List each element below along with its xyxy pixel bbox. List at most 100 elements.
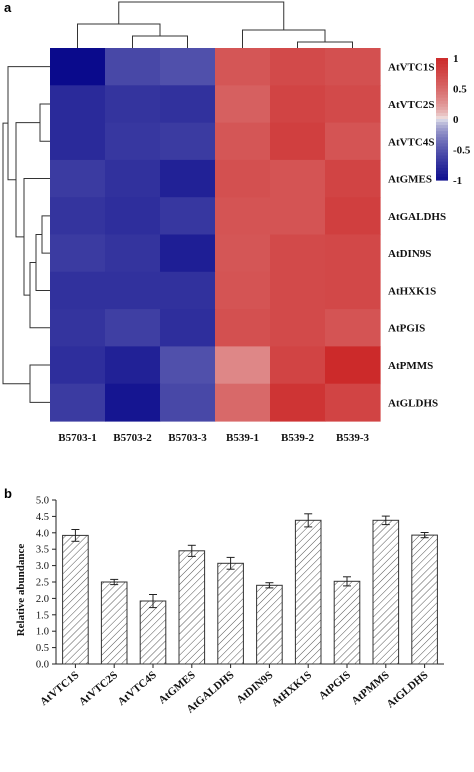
heatmap-cell	[325, 159, 381, 198]
heatmap-column-label: B539-2	[281, 432, 315, 444]
dendrogram-branch	[15, 122, 40, 238]
colorbar-segment	[436, 103, 448, 108]
colorbar-tick-label: 1	[453, 53, 459, 65]
dendrogram-branch	[41, 215, 50, 254]
colorbar-segment	[436, 61, 448, 65]
heatmap-cell	[215, 346, 271, 385]
heatmap-cell	[105, 85, 161, 124]
bar	[372, 519, 400, 665]
bar	[62, 534, 89, 665]
colorbar-segment	[436, 137, 448, 141]
colorbar-segment	[436, 64, 448, 68]
dendrogram-branch	[297, 41, 353, 48]
heatmap-cell	[325, 346, 381, 385]
bar-chart-category-labels: AtVTC1SAtVTC2SAtVTC4SAtGMESAtGALDHSAtDIN…	[38, 669, 430, 716]
y-tick-label: 1.5	[36, 610, 49, 621]
heatmap-cell	[215, 197, 271, 236]
heatmap-cell	[50, 309, 106, 347]
colorbar-segment	[436, 82, 448, 87]
y-tick-label: 4.5	[36, 512, 49, 523]
heatmap-cell	[270, 159, 326, 198]
colorbar-segment	[436, 155, 448, 160]
heatmap-cell	[325, 197, 381, 236]
bar	[139, 600, 167, 665]
y-tick-label: 1.0	[36, 627, 49, 638]
colorbar-tick-label: -1	[453, 175, 462, 187]
column-dendrogram	[77, 1, 353, 48]
x-tick-label: AtVTC1S	[38, 669, 81, 708]
heatmap-cell	[325, 122, 381, 161]
heatmap-column-label: B5703-1	[58, 432, 97, 444]
colorbar-segment	[436, 100, 448, 105]
colorbar-segment	[436, 85, 448, 90]
heatmap-cell	[270, 234, 326, 273]
heatmap-cell	[50, 122, 106, 161]
colorbar-segment	[436, 88, 448, 93]
y-axis-title: Relative abundance	[15, 544, 27, 637]
colorbar-segment	[436, 173, 448, 178]
heatmap-cell	[270, 271, 326, 310]
heatmap-cell	[105, 309, 161, 347]
colorbar-segment	[436, 170, 448, 175]
colorbar-segment	[436, 109, 448, 114]
row-dendrogram	[2, 66, 50, 403]
heatmap-cell	[325, 383, 381, 422]
bar-chart-error-bars	[71, 513, 429, 609]
dendrogram-branch	[242, 29, 326, 48]
heatmap-cell	[50, 85, 106, 124]
colorbar-segment	[436, 73, 448, 77]
bar	[217, 562, 244, 665]
bar	[294, 519, 322, 665]
panel-label-b: b	[4, 486, 12, 501]
dendrogram-branch	[2, 122, 30, 385]
dendrogram-branch	[29, 261, 50, 329]
dendrogram-branch	[29, 364, 50, 403]
colorbar-segment	[436, 112, 448, 117]
colorbar-segment	[436, 106, 448, 111]
x-tick-label: AtVTC2S	[77, 669, 120, 708]
heatmap-cell	[50, 383, 106, 422]
heatmap-row-label: AtGALDHS	[388, 211, 446, 223]
heatmap-row-label: AtDIN9S	[388, 248, 431, 260]
heatmap-cell	[215, 48, 271, 86]
colorbar-tick-label: 0	[453, 114, 459, 126]
bar	[411, 534, 438, 665]
heatmap-cell	[160, 383, 216, 422]
dendrogram-branch	[23, 178, 50, 296]
heatmap-cell	[215, 159, 271, 198]
bar	[256, 584, 283, 665]
y-tick-label: 3.5	[36, 545, 49, 556]
heatmap-cell	[105, 159, 161, 198]
colorbar-segment	[436, 94, 448, 99]
heatmap-cell	[105, 48, 161, 86]
bar	[178, 550, 206, 665]
heatmap-cell	[160, 48, 216, 86]
dendrogram-branch	[7, 66, 50, 181]
colorbar-tick-label: -0.5	[453, 145, 471, 157]
y-tick-label: 2.5	[36, 578, 49, 589]
dendrogram-branch	[118, 1, 285, 30]
heatmap-row-label: AtGLDHS	[388, 397, 438, 409]
heatmap-cell	[50, 271, 106, 310]
y-tick-label: 2.0	[36, 594, 49, 605]
colorbar-segment	[436, 131, 448, 135]
colorbar-segment	[436, 128, 448, 132]
dendrogram-branch	[132, 35, 188, 48]
heatmap-cell	[160, 309, 216, 347]
colorbar-segment	[436, 119, 448, 123]
heatmap-cell	[215, 234, 271, 273]
heatmap-cell	[215, 122, 271, 161]
colorbar-segment	[436, 97, 448, 102]
colorbar-segment	[436, 134, 448, 138]
heatmap-cell	[105, 234, 161, 273]
panel-label-a: a	[4, 0, 12, 15]
heatmap-cell	[50, 346, 106, 385]
heatmap-cell	[105, 122, 161, 161]
dendrogram-branch	[39, 103, 50, 142]
heatmap-column-label: B539-1	[226, 432, 259, 444]
heatmap-row-labels: AtVTC1S AtVTC2S AtVTC4S AtGMES AtGALDHS AtDIN…	[388, 62, 446, 410]
heatmap-cell	[160, 122, 216, 161]
y-tick-label: 4.0	[36, 528, 49, 539]
heatmap-cell	[325, 309, 381, 347]
